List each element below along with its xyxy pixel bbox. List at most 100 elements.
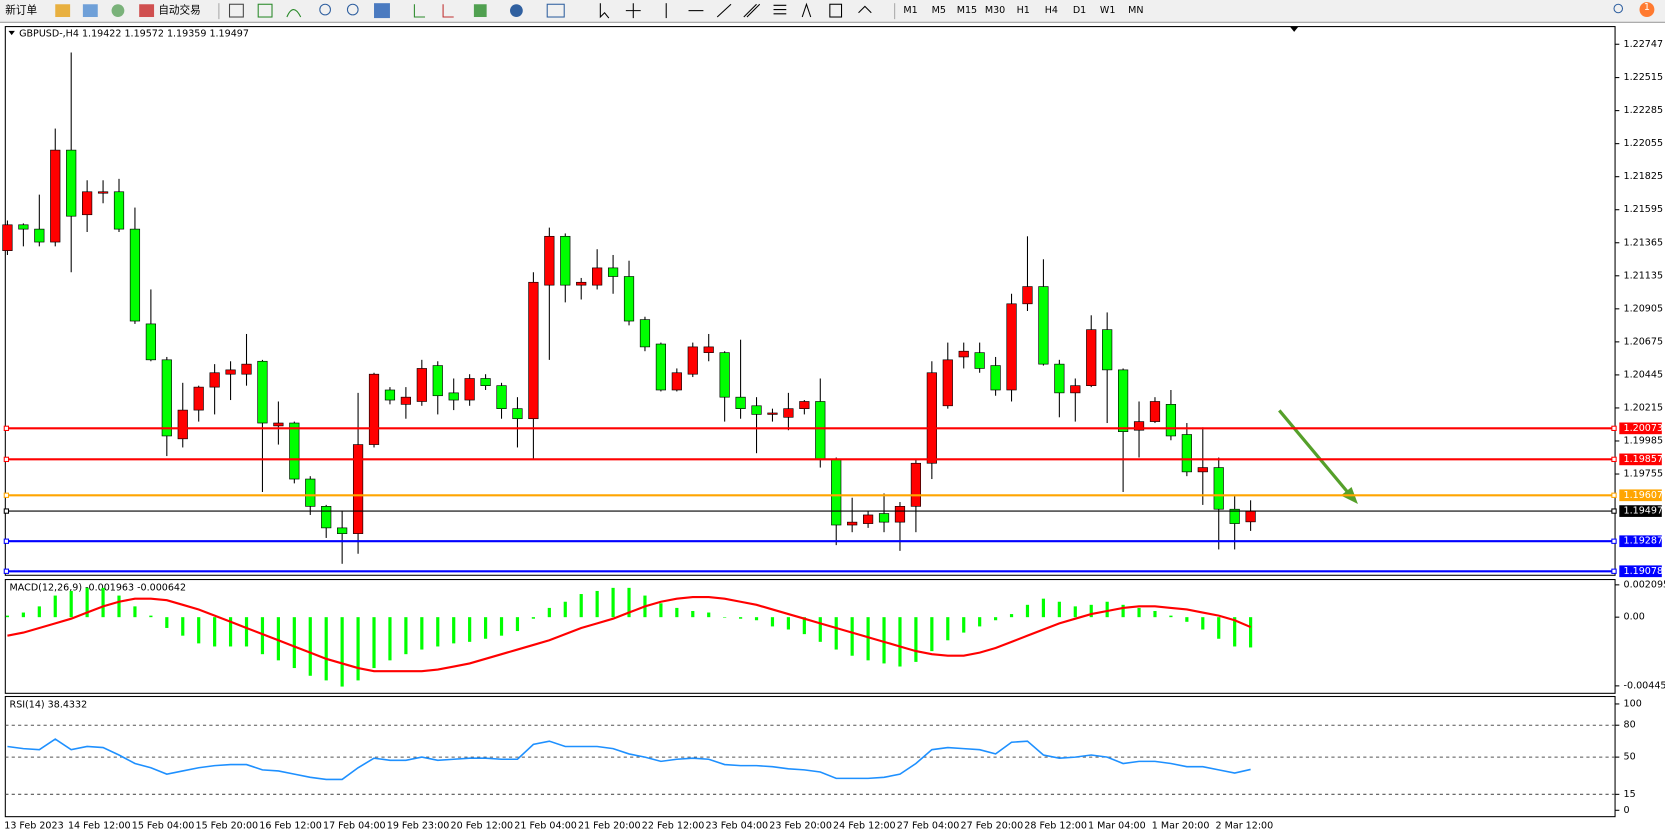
icon[interactable] — [374, 3, 390, 19]
candle-body — [751, 405, 762, 415]
timeframe-button[interactable]: H4 — [1045, 5, 1058, 16]
macd-pane — [4, 579, 1616, 694]
level-handle — [3, 508, 10, 514]
timeframe-button[interactable]: MN — [1128, 5, 1143, 16]
zoom-in[interactable] — [319, 3, 331, 16]
text-tool[interactable] — [801, 2, 812, 18]
arrow-tool[interactable] — [858, 5, 872, 14]
level-handle — [3, 538, 10, 544]
chart-shift[interactable] — [1289, 26, 1299, 32]
macd-bar — [1105, 601, 1109, 618]
timeframe-button[interactable]: M30 — [985, 5, 1005, 16]
trendline-tool[interactable] — [716, 3, 732, 18]
icon[interactable] — [413, 4, 426, 18]
timeframe-button[interactable]: W1 — [1100, 5, 1116, 16]
new-order-button[interactable] — [2, 3, 47, 20]
pane-menu[interactable] — [8, 30, 15, 36]
candle-body — [416, 368, 427, 402]
timeframe-button[interactable]: M15 — [957, 5, 977, 16]
x-tick-label: 13 Feb 2023 — [4, 821, 63, 832]
toolbar-left[interactable]: 新订单 自动交易 1 — [2, 2, 1655, 20]
candle-body — [432, 365, 443, 397]
macd-bar — [1217, 617, 1221, 639]
x-tick-label: 23 Feb 20:00 — [769, 821, 832, 832]
level-handle — [3, 568, 10, 574]
y-tick-label: 80 — [1624, 720, 1636, 731]
candle-body — [464, 378, 475, 401]
macd-title: MACD(12,26,9) -0.001963 -0.000642 — [10, 583, 187, 594]
channel-tool[interactable] — [743, 3, 761, 18]
icon[interactable] — [442, 4, 454, 18]
search[interactable] — [1613, 3, 1624, 14]
macd-bar — [5, 615, 10, 618]
candle-body — [623, 276, 635, 322]
candle-body — [783, 408, 794, 418]
icon[interactable] — [546, 3, 565, 18]
icon[interactable] — [473, 4, 487, 18]
macd-bar — [1121, 604, 1125, 618]
y-tick-label: 1.22747 — [1624, 39, 1663, 50]
candle-body — [878, 513, 890, 523]
timeframe-button[interactable]: H1 — [1017, 5, 1030, 16]
macd-bar — [930, 617, 934, 652]
candle-body — [384, 389, 396, 401]
level-label-box — [1619, 422, 1662, 435]
candle-body — [161, 359, 172, 437]
macd-bar — [1249, 617, 1253, 648]
level-label-box — [1619, 453, 1662, 466]
icon[interactable] — [257, 3, 273, 18]
timeframe-button[interactable]: D1 — [1073, 5, 1086, 16]
x-tick-label: 23 Feb 04:00 — [706, 821, 769, 832]
cursor-tool[interactable] — [599, 3, 610, 19]
macd-bar — [308, 617, 312, 676]
label-tool[interactable] — [829, 3, 843, 18]
icon[interactable] — [111, 4, 125, 18]
macd-bar — [611, 587, 615, 618]
x-tick-label: 14 Feb 12:00 — [68, 821, 131, 832]
macd-bar — [1185, 617, 1189, 622]
zoom-out[interactable] — [346, 3, 359, 16]
icon[interactable] — [228, 3, 244, 18]
macd-bar — [627, 587, 631, 618]
macd-bar — [117, 595, 121, 618]
macd-bar — [468, 617, 472, 642]
macd-bar — [1233, 617, 1237, 647]
candle-body — [1181, 434, 1192, 473]
candle-body — [113, 191, 125, 230]
level-label: 1.19497 — [1624, 506, 1663, 517]
macd-bar — [691, 610, 695, 618]
candle-body — [815, 401, 826, 460]
macd-bar — [1009, 614, 1014, 618]
level-label: 1.19078 — [1624, 566, 1663, 577]
candle-body — [607, 267, 619, 277]
rsi-line — [7, 738, 1251, 781]
crosshair-tool[interactable] — [625, 3, 641, 19]
macd-bar — [483, 617, 488, 639]
fibo-tool[interactable] — [773, 4, 787, 15]
macd-bar — [723, 617, 727, 618]
y-tick-label: 0 — [1624, 805, 1630, 816]
candle-body — [974, 352, 985, 369]
timeframe-button[interactable]: M5 — [932, 5, 946, 16]
macd-bar — [181, 617, 185, 636]
x-tick-label: 21 Feb 04:00 — [514, 821, 577, 832]
notification[interactable] — [1639, 2, 1655, 18]
candle-body — [400, 396, 411, 405]
candle-body — [18, 224, 29, 230]
icon[interactable] — [82, 4, 98, 18]
candle-body — [305, 478, 316, 507]
icon[interactable] — [55, 4, 71, 18]
macd-bar — [101, 587, 105, 618]
macd-bar — [515, 617, 520, 632]
auto-trade-label: 自动交易 — [158, 4, 200, 17]
icon[interactable] — [510, 4, 523, 18]
candle-body — [512, 408, 523, 420]
candle-body — [34, 228, 45, 243]
timeframe-button[interactable]: M1 — [903, 5, 917, 16]
candle-body — [799, 401, 810, 409]
icon[interactable] — [286, 9, 302, 18]
macd-bar — [292, 617, 296, 669]
timeframes[interactable]: M1 M5 M15 M30 H1 H4 D1 W1 MN — [903, 5, 1143, 16]
auto-trade-icon[interactable] — [139, 4, 155, 18]
level-handle — [3, 456, 10, 463]
